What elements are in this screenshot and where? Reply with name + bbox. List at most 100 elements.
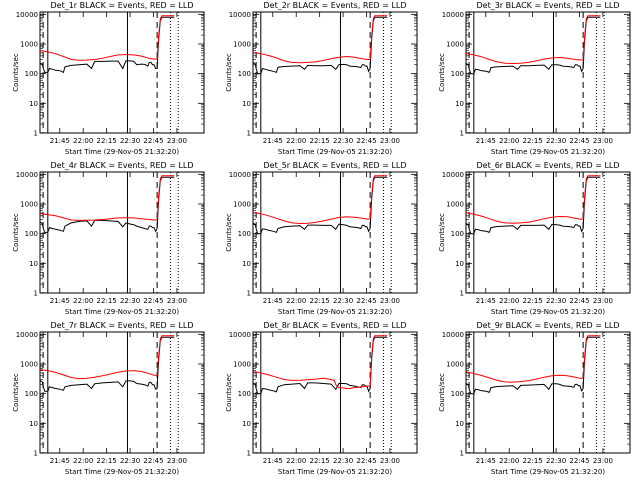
x-axis-label: Start Time (29-Nov-05 21:32:20): [491, 468, 605, 476]
x-tick-label: 21:45: [476, 137, 496, 145]
x-tick-label: 22:45: [569, 137, 589, 145]
x-tick-label: 22:30: [120, 297, 140, 305]
plot-frame: [39, 331, 205, 454]
plot-frame: [252, 171, 418, 294]
series-line-lld: [39, 15, 175, 61]
x-tick-label: 22:45: [569, 297, 589, 305]
y-axis-label: Counts/sec: [438, 53, 446, 92]
y-tick-label: 1000: [446, 201, 464, 209]
y-tick-label: 1000: [20, 361, 38, 369]
x-tick-label: 22:30: [546, 457, 566, 465]
panel-title: Det_3r BLACK = Events, RED = LLD: [476, 1, 619, 10]
series-line-events: [465, 16, 601, 75]
y-axis-label: Counts/sec: [438, 373, 446, 412]
x-tick-label: 23:00: [167, 137, 187, 145]
x-tick-label: 22:30: [333, 137, 353, 145]
x-axis-label: Start Time (29-Nov-05 21:32:20): [65, 308, 179, 316]
x-tick-label: 22:45: [569, 457, 589, 465]
x-tick-label: 22:30: [333, 297, 353, 305]
x-tick-label: 23:00: [380, 137, 400, 145]
x-tick-label: 23:00: [593, 297, 613, 305]
x-tick-label: 22:00: [73, 457, 93, 465]
panel-title: Det_4r BLACK = Events, RED = LLD: [50, 161, 193, 170]
panel-3: Det_3r BLACK = Events, RED = LLD Counts/s…: [438, 1, 631, 156]
y-tick-label: 1: [34, 450, 38, 458]
series-line-lld: [465, 175, 601, 224]
series-line-lld: [39, 335, 175, 380]
y-tick-label: 1000: [233, 201, 251, 209]
y-axis-label: Counts/sec: [225, 373, 233, 412]
panel-9: Det_9r BLACK = Events, RED = LLD Counts/s…: [438, 321, 631, 476]
y-tick-label: 10: [455, 100, 464, 108]
x-tick-label: 22:45: [143, 297, 163, 305]
y-axis-label: Counts/sec: [225, 53, 233, 92]
plot-frame: [39, 171, 205, 294]
x-tick-label: 22:00: [499, 137, 519, 145]
x-tick-label: 22:15: [97, 457, 117, 465]
x-axis-label: Start Time (29-Nov-05 21:32:20): [65, 148, 179, 156]
x-tick-label: 23:00: [167, 457, 187, 465]
y-tick-label: 100: [238, 70, 251, 78]
y-tick-label: 1: [247, 450, 251, 458]
y-tick-label: 10000: [229, 331, 251, 339]
y-tick-label: 1000: [233, 41, 251, 49]
x-tick-label: 23:00: [167, 297, 187, 305]
x-tick-label: 22:15: [523, 137, 543, 145]
y-tick-label: 10: [29, 420, 38, 428]
y-tick-label: 100: [25, 390, 38, 398]
x-tick-label: 22:00: [73, 297, 93, 305]
x-tick-label: 22:00: [499, 297, 519, 305]
x-tick-label: 21:45: [50, 457, 70, 465]
y-axis-label: Counts/sec: [12, 53, 20, 92]
series-line-lld: [39, 175, 175, 221]
y-tick-label: 10000: [229, 11, 251, 19]
series-line-events: [465, 336, 601, 395]
y-tick-label: 100: [451, 70, 464, 78]
x-tick-label: 21:45: [263, 137, 283, 145]
y-tick-label: 10000: [16, 171, 38, 179]
y-tick-label: 1: [460, 130, 464, 138]
series-line-lld: [465, 335, 601, 383]
x-tick-label: 21:45: [476, 457, 496, 465]
x-axis-label: Start Time (29-Nov-05 21:32:20): [278, 468, 392, 476]
plot-frame: [39, 11, 205, 134]
x-tick-label: 23:00: [593, 137, 613, 145]
y-tick-label: 1: [247, 290, 251, 298]
panel-6: Det_6r BLACK = Events, RED = LLD Counts/s…: [438, 161, 631, 316]
x-axis-label: Start Time (29-Nov-05 21:32:20): [491, 308, 605, 316]
y-tick-label: 1000: [20, 41, 38, 49]
y-tick-label: 1: [34, 290, 38, 298]
x-tick-label: 22:15: [97, 137, 117, 145]
x-axis-label: Start Time (29-Nov-05 21:32:20): [491, 148, 605, 156]
series-line-events: [465, 176, 601, 235]
y-tick-label: 10000: [16, 11, 38, 19]
x-tick-label: 22:15: [97, 297, 117, 305]
series-line-events: [39, 336, 175, 392]
y-tick-label: 10000: [229, 171, 251, 179]
x-tick-label: 22:00: [286, 297, 306, 305]
y-tick-label: 100: [451, 390, 464, 398]
x-tick-label: 23:00: [380, 297, 400, 305]
x-tick-label: 23:00: [380, 457, 400, 465]
y-tick-label: 10: [455, 260, 464, 268]
y-tick-label: 10: [242, 260, 251, 268]
panel-title: Det_5r BLACK = Events, RED = LLD: [263, 161, 406, 170]
y-axis-label: Counts/sec: [12, 213, 20, 252]
y-axis-label: Counts/sec: [12, 373, 20, 412]
plot-frame: [465, 171, 631, 294]
y-tick-label: 1: [460, 450, 464, 458]
x-axis-label: Start Time (29-Nov-05 21:32:20): [65, 468, 179, 476]
x-tick-label: 21:45: [263, 457, 283, 465]
series-line-events: [252, 16, 388, 75]
y-tick-label: 1000: [446, 361, 464, 369]
y-tick-label: 10: [29, 100, 38, 108]
panel-title: Det_2r BLACK = Events, RED = LLD: [263, 1, 406, 10]
x-tick-label: 22:15: [523, 457, 543, 465]
y-tick-label: 10: [455, 420, 464, 428]
panel-title: Det_9r BLACK = Events, RED = LLD: [476, 321, 619, 330]
panel-2: Det_2r BLACK = Events, RED = LLD Counts/s…: [225, 1, 418, 156]
plot-frame: [252, 331, 418, 454]
x-tick-label: 22:00: [73, 137, 93, 145]
x-tick-label: 22:00: [286, 137, 306, 145]
y-tick-label: 10000: [16, 331, 38, 339]
